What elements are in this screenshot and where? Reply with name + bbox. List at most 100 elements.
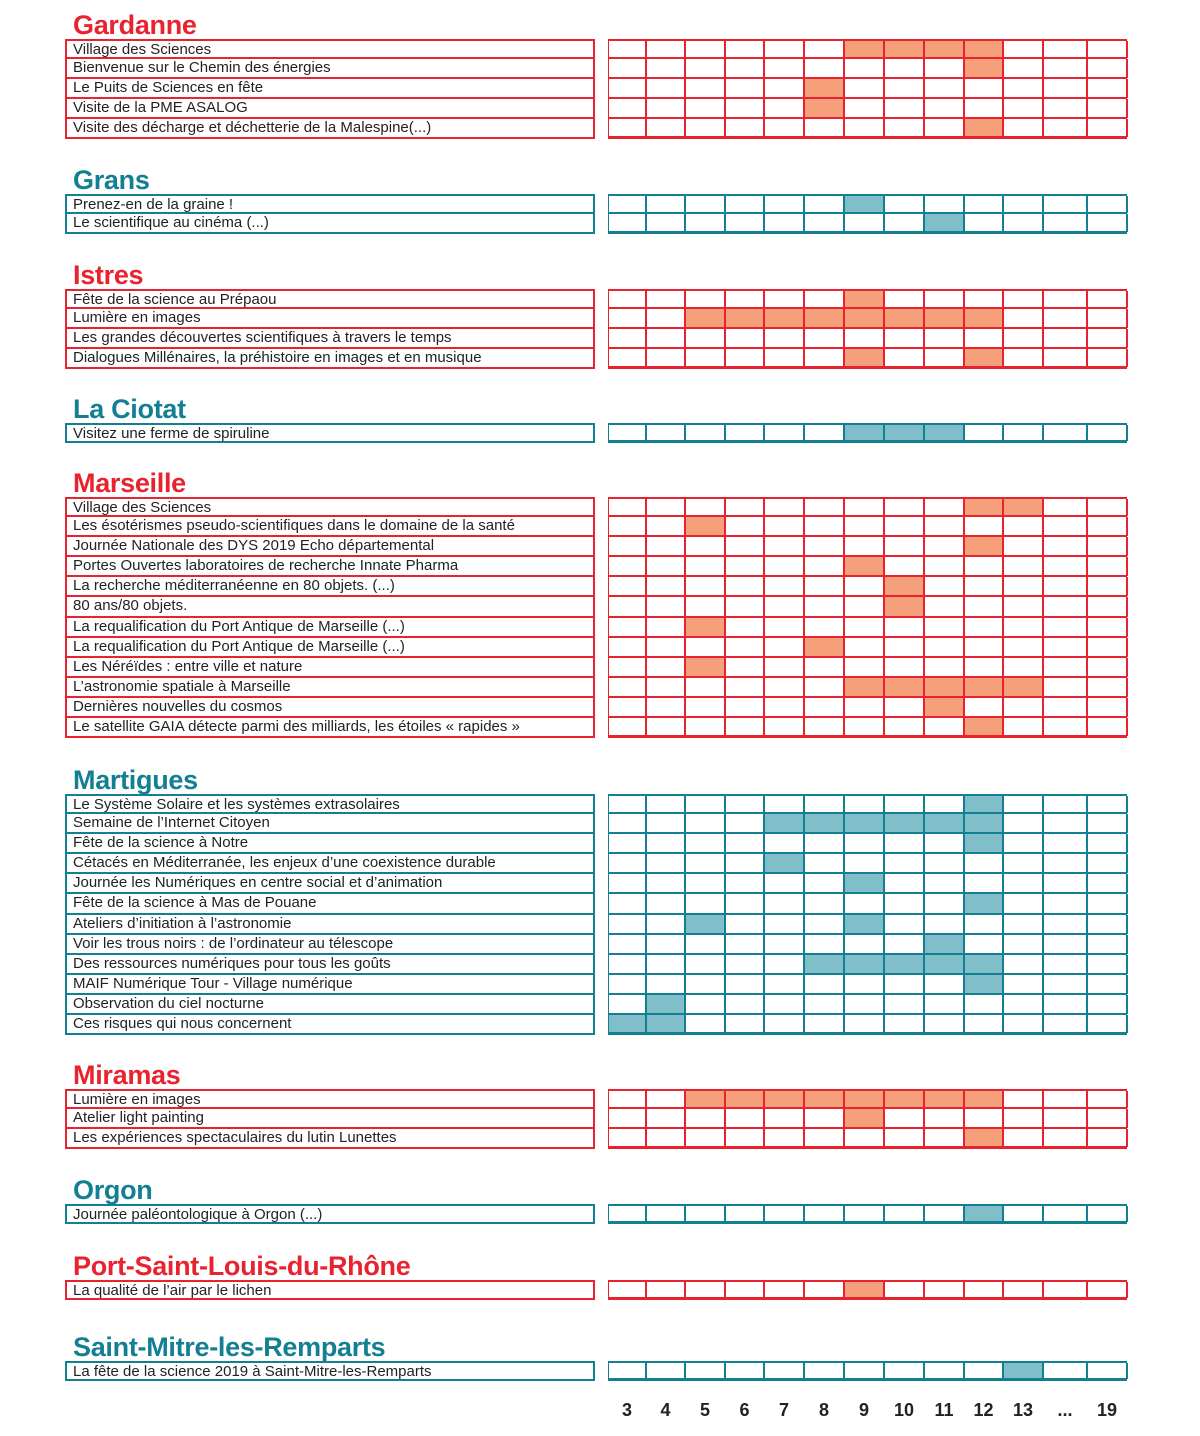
day-cell bbox=[1044, 1109, 1088, 1129]
day-cell bbox=[765, 499, 805, 517]
day-cell bbox=[726, 1129, 765, 1148]
day-cell bbox=[925, 291, 965, 309]
event-label: Dernières nouvelles du cosmos bbox=[65, 697, 595, 719]
day-cell bbox=[765, 597, 805, 617]
day-cell bbox=[925, 517, 965, 537]
day-cell bbox=[1004, 894, 1044, 914]
day-cell bbox=[965, 617, 1004, 637]
day-cell bbox=[885, 119, 925, 138]
day-label: 13 bbox=[1012, 1400, 1034, 1420]
event-day-row bbox=[608, 834, 1128, 855]
day-cell bbox=[647, 517, 686, 537]
day-cell bbox=[726, 59, 765, 79]
day-cell bbox=[805, 577, 845, 597]
day-cell-active bbox=[845, 41, 885, 59]
day-cell bbox=[845, 894, 885, 914]
day-cell bbox=[1088, 617, 1128, 637]
day-cell bbox=[726, 874, 765, 894]
day-grid bbox=[608, 1204, 1128, 1225]
day-cell bbox=[1088, 718, 1128, 737]
day-cell bbox=[1044, 874, 1088, 894]
event-day-row bbox=[608, 794, 1128, 815]
day-cell bbox=[726, 577, 765, 597]
event-label: L’astronomie spatiale à Marseille bbox=[65, 677, 595, 698]
day-cell bbox=[686, 349, 726, 368]
day-cell bbox=[1088, 1091, 1128, 1109]
day-cell bbox=[1088, 214, 1128, 233]
day-cell bbox=[885, 834, 925, 854]
day-cell bbox=[647, 1109, 686, 1129]
day-cell bbox=[686, 1015, 726, 1034]
day-cell bbox=[845, 657, 885, 677]
day-cell bbox=[726, 79, 765, 99]
day-cell bbox=[845, 934, 885, 954]
day-cell bbox=[1088, 99, 1128, 119]
day-cell bbox=[1044, 1129, 1088, 1148]
event-label: Observation du ciel nocturne bbox=[65, 994, 595, 1016]
day-cell bbox=[1088, 291, 1128, 309]
day-cell bbox=[647, 854, 686, 874]
day-cell bbox=[647, 557, 686, 577]
day-cell bbox=[1044, 1015, 1088, 1034]
event-label: Atelier light painting bbox=[65, 1109, 595, 1130]
day-cell bbox=[1044, 59, 1088, 79]
event-day-row bbox=[608, 854, 1128, 875]
day-cell bbox=[609, 1109, 647, 1129]
day-cell bbox=[647, 349, 686, 368]
day-cell-active bbox=[965, 718, 1004, 737]
day-cell bbox=[686, 214, 726, 233]
event-day-row bbox=[608, 874, 1128, 895]
event-label: Voir les trous noirs : de l’ordinateur a… bbox=[65, 934, 595, 955]
event-day-row bbox=[608, 697, 1128, 719]
day-cell-active bbox=[845, 557, 885, 577]
day-cell-active bbox=[686, 617, 726, 637]
day-cell-active bbox=[805, 814, 845, 834]
day-cell bbox=[925, 994, 965, 1015]
day-cell bbox=[845, 1015, 885, 1034]
day-cell bbox=[647, 214, 686, 233]
event-day-row bbox=[608, 59, 1128, 80]
day-cell bbox=[765, 954, 805, 974]
day-cell-active bbox=[965, 537, 1004, 557]
event-label: Fête de la science à Mas de Pouane bbox=[65, 894, 595, 915]
event-list: Village des Sciences Les ésotérismes pseu… bbox=[65, 497, 595, 739]
day-cell bbox=[845, 119, 885, 138]
day-cell bbox=[1004, 119, 1044, 138]
day-cell-active bbox=[726, 1091, 765, 1109]
day-cell bbox=[885, 557, 925, 577]
day-cell bbox=[1088, 697, 1128, 718]
day-cell bbox=[647, 718, 686, 737]
day-cell bbox=[765, 637, 805, 657]
day-cell-active bbox=[647, 994, 686, 1015]
day-cell bbox=[609, 974, 647, 994]
day-cell bbox=[686, 718, 726, 737]
day-cell bbox=[726, 974, 765, 994]
day-cell bbox=[609, 99, 647, 119]
day-cell bbox=[925, 637, 965, 657]
day-cell bbox=[647, 79, 686, 99]
day-cell bbox=[647, 914, 686, 934]
event-day-row bbox=[608, 994, 1128, 1016]
day-cell bbox=[647, 425, 686, 442]
day-cell bbox=[765, 617, 805, 637]
day-cell bbox=[765, 577, 805, 597]
event-day-row bbox=[608, 517, 1128, 538]
day-cell bbox=[885, 854, 925, 874]
day-cell bbox=[925, 718, 965, 737]
day-cell bbox=[1004, 718, 1044, 737]
day-cell bbox=[965, 196, 1004, 214]
day-cell bbox=[845, 537, 885, 557]
day-cell bbox=[885, 1206, 925, 1223]
event-day-row bbox=[608, 677, 1128, 698]
day-cell bbox=[1088, 637, 1128, 657]
day-cell bbox=[845, 637, 885, 657]
day-cell bbox=[1004, 59, 1044, 79]
day-cell bbox=[726, 914, 765, 934]
day-cell-active bbox=[765, 854, 805, 874]
day-cell bbox=[686, 854, 726, 874]
day-cell bbox=[925, 1363, 965, 1380]
day-label: 7 bbox=[778, 1400, 789, 1420]
event-day-row bbox=[608, 39, 1128, 60]
event-day-row bbox=[608, 617, 1128, 638]
day-label: 8 bbox=[818, 1400, 829, 1420]
